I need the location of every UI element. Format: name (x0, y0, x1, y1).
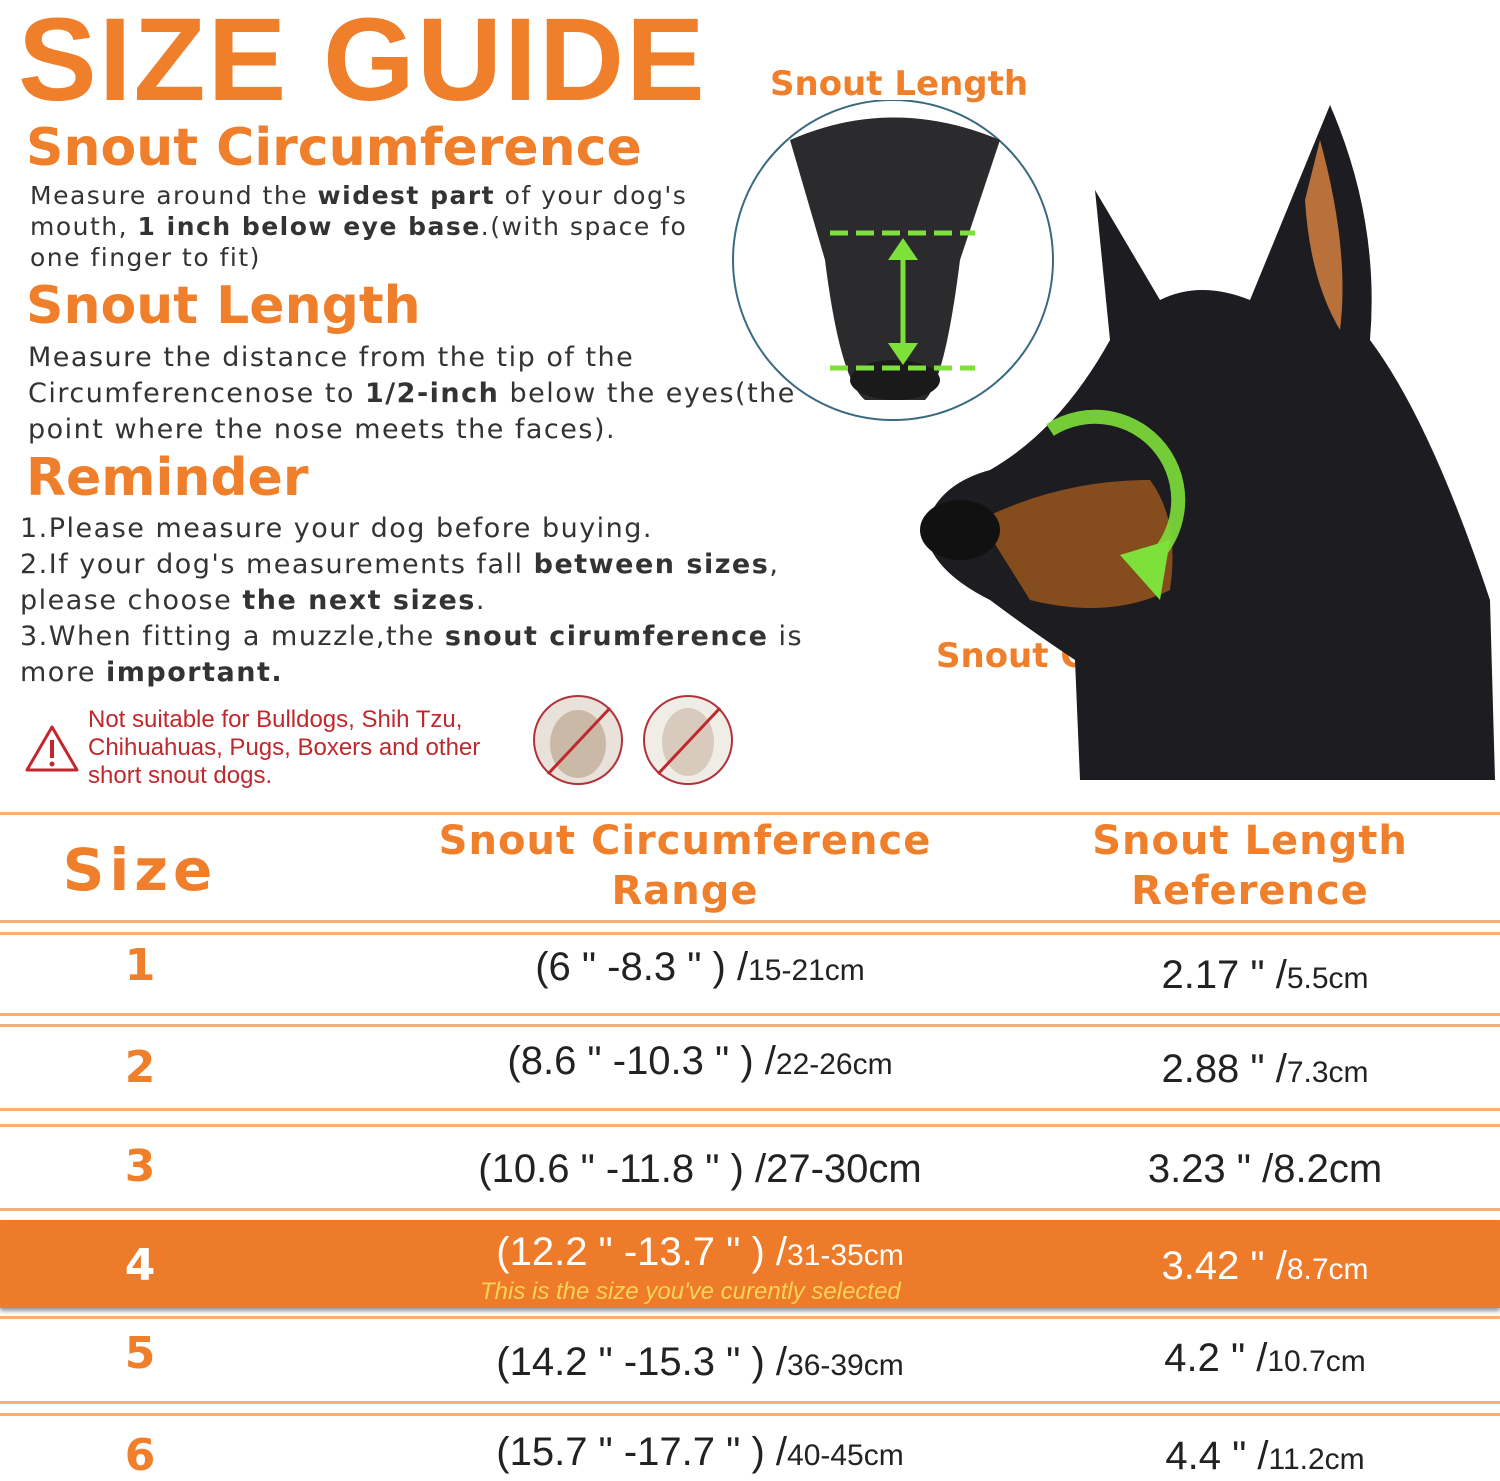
size-cell: 5 (124, 1328, 156, 1379)
warning-text: Not suitable for Bulldogs, Shih Tzu, Chi… (88, 706, 481, 789)
table-row[interactable]: 5 (14.2 " -15.3 " ) /36-39cm 4.2 " /10.7… (0, 1320, 1500, 1402)
snout-circumference-heading: Snout Circumference (26, 118, 642, 178)
snout-length-label: Snout Length (770, 64, 1029, 104)
circumference-cell: (6 " -8.3 " ) /15-21cm (535, 945, 865, 989)
table-row[interactable]: 3 (10.6 " -11.8 " ) /27-30cm 3.23 " /8.2… (0, 1127, 1500, 1209)
snout-circumference-text: Measure around the widest part of your d… (30, 181, 688, 272)
size-cell: 3 (124, 1141, 156, 1192)
length-cell: 2.88 " /7.3cm (1161, 1047, 1369, 1091)
snout-closeup-image (732, 100, 1054, 421)
snout-length-heading: Snout Length (26, 276, 421, 336)
size-cell: 2 (124, 1042, 156, 1093)
size-cell: 4 (124, 1240, 156, 1291)
length-cell: 2.17 " /5.5cm (1161, 953, 1369, 997)
reminder-item: 3.When fitting a muzzle,the snout cirumf… (20, 621, 804, 688)
reminder-item: 2.If your dog's measurements fall betwee… (20, 549, 780, 616)
snout-length-text: Measure the distance from the tip of the… (28, 342, 796, 445)
bulldog-prohibited-icon (533, 695, 623, 785)
circumference-cell: (10.6 " -11.8 " ) /27-30cm (478, 1147, 922, 1191)
header-circumference: Snout Circumference Range (438, 818, 932, 914)
table-row-selected[interactable]: 4 (12.2 " -13.7 " ) /31-35cm This is the… (0, 1220, 1500, 1308)
table-row[interactable]: 2 (8.6 " -10.3 " ) /22-26cm 2.88 " /7.3c… (0, 1027, 1500, 1109)
header-size: Size (62, 836, 218, 904)
circumference-cell: (8.6 " -10.3 " ) /22-26cm (507, 1039, 893, 1083)
reminder-list: 1.Please measure your dog before buying.… (20, 511, 860, 691)
shih-tzu-prohibited-icon (643, 695, 733, 785)
table-row[interactable]: 6 (15.7 " -17.7 " ) /40-45cm 4.4 " /11.2… (0, 1416, 1500, 1481)
length-cell: 4.4 " /11.2cm (1165, 1434, 1365, 1478)
selected-size-note: This is the size you've curently selecte… (480, 1278, 901, 1305)
doberman-head-image (920, 105, 1495, 780)
table-row[interactable]: 1 (6 " -8.3 " ) /15-21cm 2.17 " /5.5cm (0, 935, 1500, 1015)
size-cell: 6 (124, 1430, 156, 1481)
doberman-illustration (732, 100, 1495, 780)
circumference-cell: (12.2 " -13.7 " ) /31-35cm (496, 1230, 904, 1274)
warning-icon (25, 725, 79, 772)
length-cell: 3.23 " /8.2cm (1147, 1147, 1383, 1191)
circumference-cell: (15.7 " -17.7 " ) /40-45cm (496, 1430, 904, 1474)
header-length: Snout Length Reference (1092, 818, 1408, 914)
circumference-cell: (14.2 " -15.3 " ) /36-39cm (496, 1340, 904, 1384)
length-cell: 4.2 " /10.7cm (1164, 1336, 1366, 1380)
size-cell: 1 (124, 940, 156, 991)
length-cell: 3.42 " /8.7cm (1161, 1244, 1369, 1288)
unsuitable-breeds-icons (533, 695, 733, 785)
page-title: SIZE GUIDE (18, 0, 707, 126)
reminder-item: 1.Please measure your dog before buying. (20, 513, 654, 544)
reminder-heading: Reminder (26, 448, 309, 508)
